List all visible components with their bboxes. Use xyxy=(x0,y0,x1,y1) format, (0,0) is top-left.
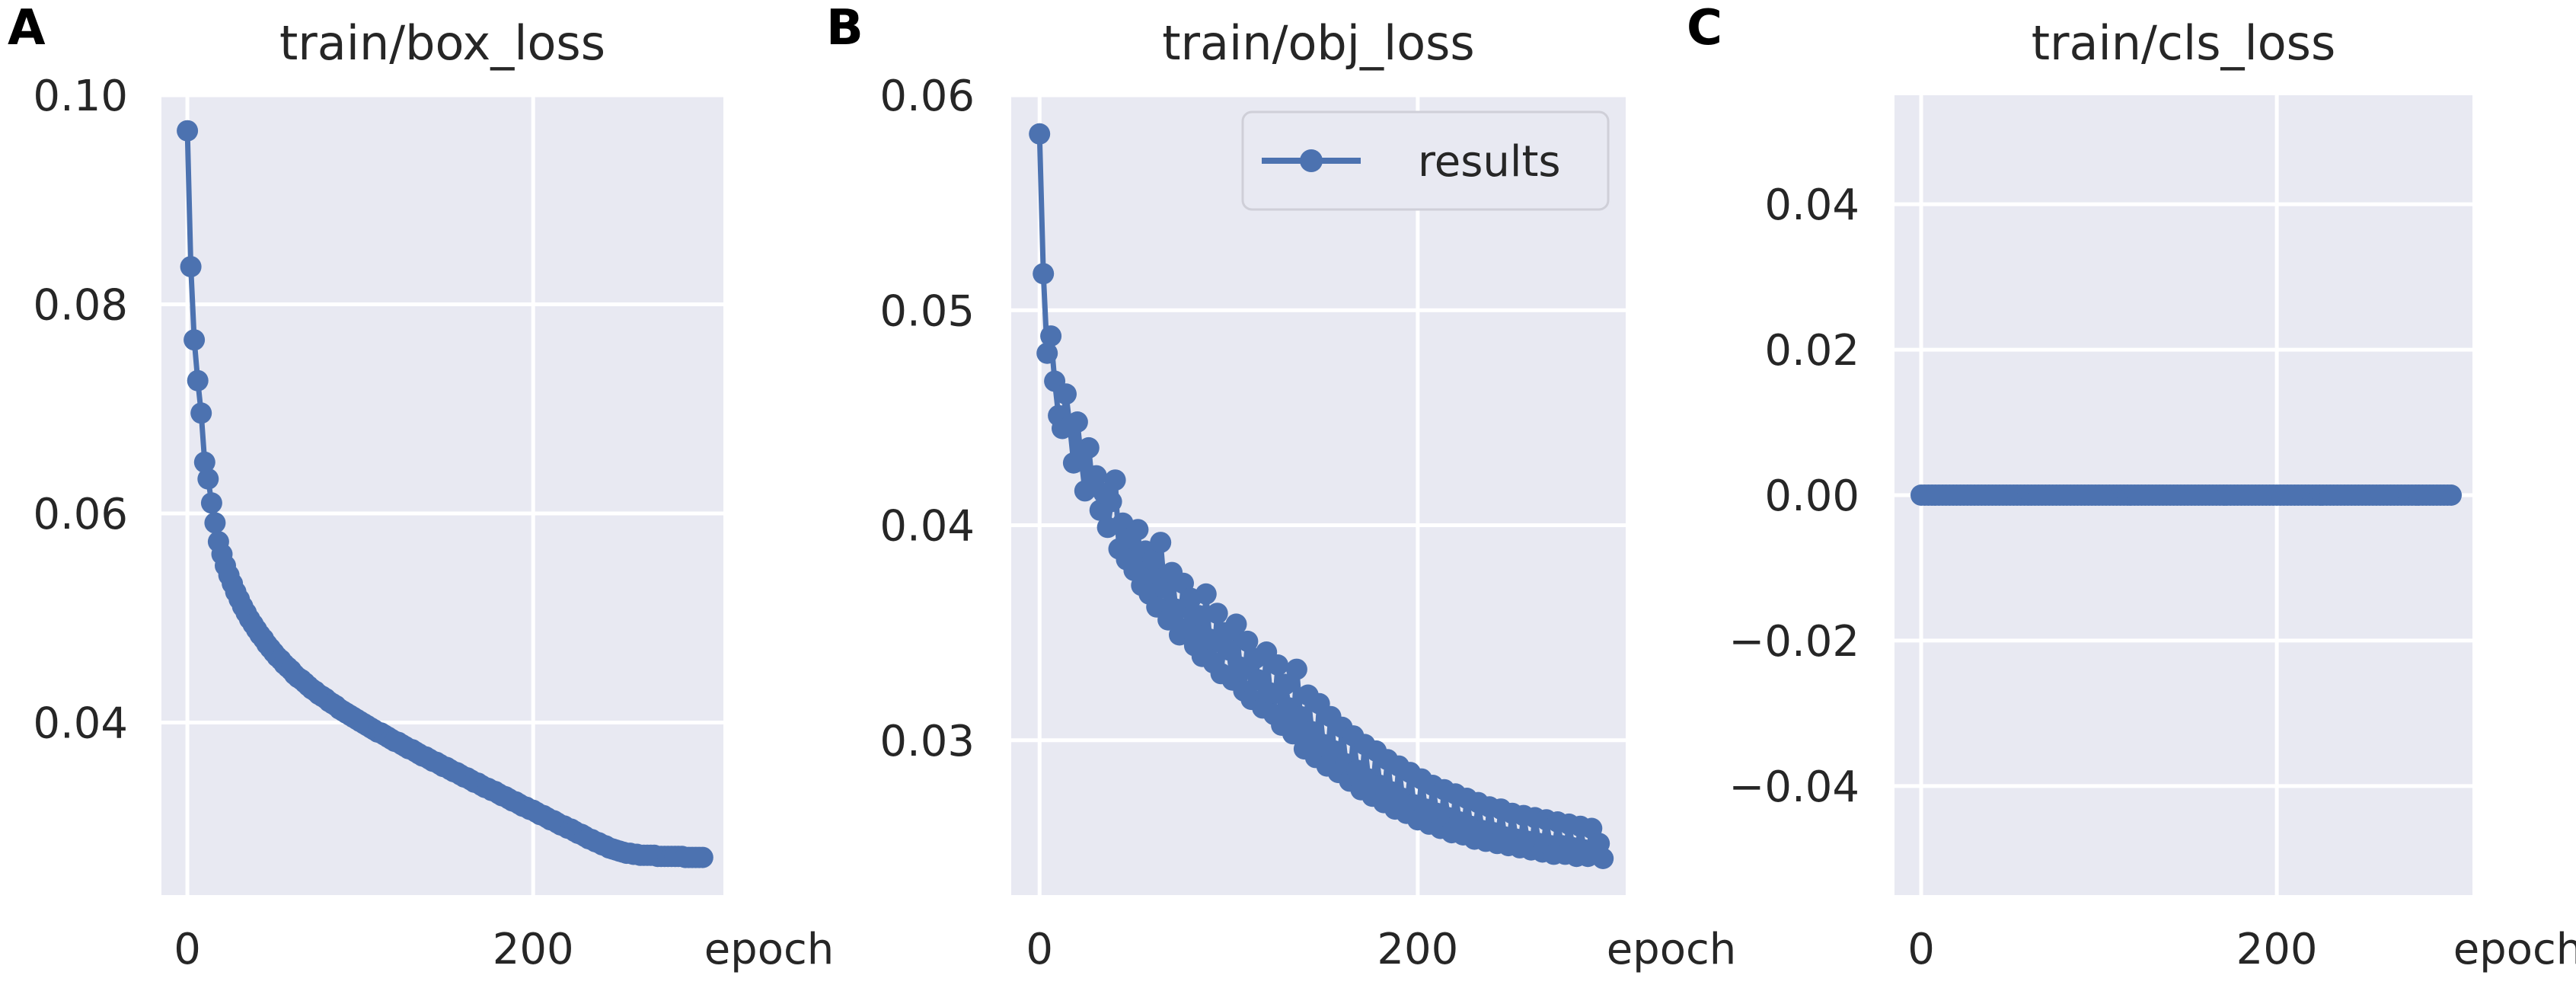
data-point xyxy=(1237,630,1259,652)
data-point xyxy=(1225,613,1247,635)
legend-marker xyxy=(1300,149,1323,172)
panel-label: A xyxy=(8,0,46,56)
data-point xyxy=(1127,519,1149,541)
data-point xyxy=(1142,548,1164,571)
y-tick-label: 0.04 xyxy=(33,699,128,749)
y-tick-label: 0.04 xyxy=(879,502,975,552)
data-point xyxy=(180,256,202,278)
data-point xyxy=(1055,383,1077,405)
panel-a: 0.04 0.06 0.08 0.10 0 200 epoch train/box_loss A xyxy=(8,0,834,974)
y-tick-label: 0.00 xyxy=(1764,472,1859,521)
x-axis-label: epoch xyxy=(1607,925,1737,974)
data-point xyxy=(1206,603,1228,625)
y-tick-label: 0.02 xyxy=(1764,326,1859,376)
data-point xyxy=(184,329,206,351)
data-point xyxy=(1077,436,1100,459)
x-tick-label: 0 xyxy=(174,925,201,974)
data-point xyxy=(1275,673,1296,695)
legend: results xyxy=(1241,110,1610,211)
panel-b: 0.03 0.04 0.05 0.06 0 200 epoch train/obj_loss B… xyxy=(826,0,1736,974)
panel-c: −0.04 −0.02 0.00 0.02 0.04 0 200 epoch train/cls… xyxy=(1687,0,2576,974)
y-tick-label: 0.06 xyxy=(33,490,128,539)
y-tick-label: −0.04 xyxy=(1729,763,1859,812)
y-tick-label: 0.06 xyxy=(879,72,975,121)
data-point xyxy=(1195,583,1217,605)
data-point xyxy=(1267,654,1289,676)
y-tick-label: −0.02 xyxy=(1729,617,1859,667)
y-tick-label: 0.08 xyxy=(33,281,128,331)
data-point xyxy=(204,512,226,534)
data-point xyxy=(197,468,219,490)
panel-label: C xyxy=(1687,0,1722,56)
x-tick-label: 0 xyxy=(1907,925,1935,974)
x-tick-label: 0 xyxy=(1026,925,1053,974)
data-point xyxy=(1040,325,1062,347)
data-point xyxy=(1187,605,1209,627)
data-point xyxy=(1104,469,1126,491)
y-tick-label: 0.05 xyxy=(879,286,975,336)
data-point xyxy=(190,402,212,424)
x-tick-label: 200 xyxy=(493,925,574,974)
panel-label: B xyxy=(826,0,863,56)
data-point xyxy=(1085,465,1107,487)
legend-box xyxy=(1241,110,1610,211)
data-point xyxy=(1033,263,1055,285)
data-point xyxy=(1285,658,1307,680)
x-axis-label: epoch xyxy=(2453,925,2576,974)
data-point xyxy=(1150,532,1172,554)
data-point xyxy=(1036,342,1058,364)
data-point xyxy=(2440,484,2462,506)
legend-label: results xyxy=(1418,137,1561,187)
y-tick-label: 0.10 xyxy=(33,72,128,121)
data-point xyxy=(1066,411,1088,433)
chart-title: train/obj_loss xyxy=(1162,15,1474,71)
data-point xyxy=(1029,123,1051,145)
chart-title: train/cls_loss xyxy=(2032,15,2336,71)
data-point xyxy=(1282,723,1304,745)
x-tick-label: 200 xyxy=(1377,925,1458,974)
data-point xyxy=(1100,491,1122,513)
data-point xyxy=(187,369,209,392)
x-axis-label: epoch xyxy=(704,925,835,974)
data-point xyxy=(1218,639,1240,661)
data-point xyxy=(691,846,713,868)
data-point xyxy=(193,451,215,473)
x-tick-label: 200 xyxy=(2236,925,2318,974)
data-point xyxy=(177,120,199,142)
data-point xyxy=(1289,705,1311,727)
data-point xyxy=(1165,598,1186,620)
chart-title: train/box_loss xyxy=(279,15,605,71)
y-tick-label: 0.04 xyxy=(1764,181,1859,230)
y-tick-label: 0.03 xyxy=(879,717,975,766)
data-point xyxy=(200,492,222,514)
data-point xyxy=(1592,848,1614,869)
